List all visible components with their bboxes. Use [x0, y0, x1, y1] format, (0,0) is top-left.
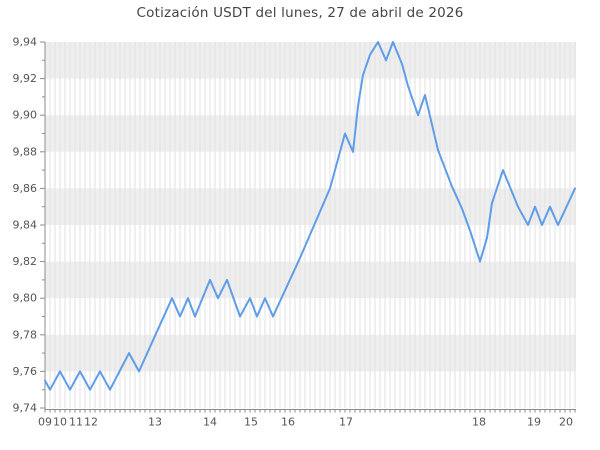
- x-tick-label: 13: [148, 416, 162, 429]
- y-tick-label: 9,90: [13, 109, 38, 122]
- y-tick-label: 9,82: [13, 255, 38, 268]
- y-tick-label: 9,88: [13, 145, 38, 158]
- x-tick-label: 14: [203, 416, 217, 429]
- price-line: [44, 41, 576, 391]
- x-axis-ticks: 09 10 11 12 13 14 15 16 17 18 19 20: [38, 409, 576, 429]
- x-tick-label: 20: [559, 416, 573, 429]
- y-tick-label: 9,92: [13, 72, 38, 85]
- x-tick-label: 17: [339, 416, 353, 429]
- y-tick-label: 9,78: [13, 328, 38, 341]
- x-tick-label: 15: [244, 416, 258, 429]
- y-tick-label: 9,86: [13, 182, 38, 195]
- x-tick-label: 16: [281, 416, 295, 429]
- price-line-series: [44, 41, 576, 391]
- x-tick-label: 19: [527, 416, 541, 429]
- x-tick-label: 09: [38, 416, 52, 429]
- chart-title: Cotización USDT del lunes, 27 de abril d…: [136, 5, 464, 21]
- x-tick-label: 11: [69, 416, 83, 429]
- y-tick-label: 9,74: [13, 402, 38, 415]
- y-axis-ticks: 9,94 9,92 9,90 9,88 9,86 9,84 9,82 9,80 9,78 9,76…: [13, 36, 45, 415]
- y-tick-label: 9,76: [13, 365, 38, 378]
- vertical-gridlines: [49, 42, 576, 408]
- x-tick-label: 18: [472, 416, 486, 429]
- x-tick-label: 12: [84, 416, 98, 429]
- x-tick-label: 10: [53, 416, 67, 429]
- y-tick-label: 9,94: [13, 36, 38, 49]
- y-tick-label: 9,84: [13, 219, 38, 232]
- y-tick-label: 9,80: [13, 292, 38, 305]
